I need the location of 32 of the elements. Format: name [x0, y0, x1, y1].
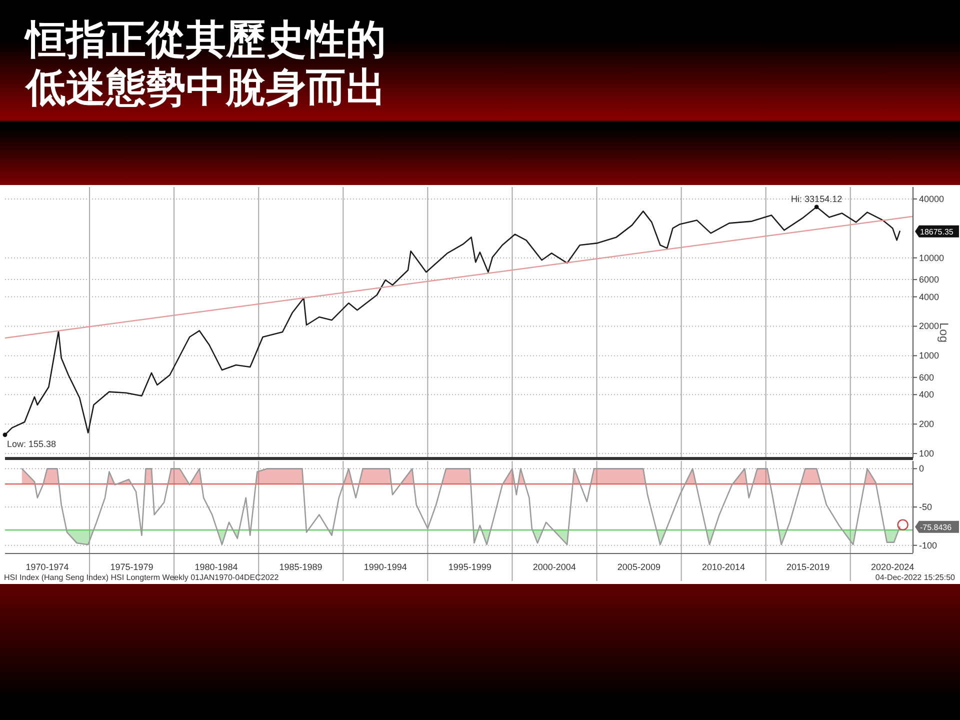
y-tick-label: 10000	[919, 252, 944, 263]
x-tick-label: 1975-1979	[110, 562, 154, 572]
y-tick-label: -100	[919, 540, 938, 550]
annotation: -75.8436	[920, 522, 952, 532]
annotation: Low: 155.38	[7, 438, 56, 449]
text: HSI Index (Hang Seng Index) HSI Longterm Weekly 01JAN1970-04DEC2022	[4, 573, 280, 582]
x-tick-label: 2005-2009	[617, 562, 660, 572]
annotation: Hi: 33154.12	[791, 194, 842, 204]
y-tick-label: 1000	[919, 350, 940, 361]
x-tick-label: 2020-2024	[871, 562, 914, 572]
x-tick-label: 1990-1994	[364, 562, 407, 572]
y-tick-label: 6000	[919, 274, 940, 285]
x-tick-label: 2015-2019	[786, 562, 830, 572]
x-tick-label: 1970-1974	[26, 562, 69, 572]
y-tick-label: 0	[919, 464, 924, 474]
annotation: 18675.35	[920, 227, 954, 236]
y-tick-label: 600	[919, 372, 934, 382]
y-tick-label: 200	[919, 419, 934, 430]
y-tick-label: 40000	[919, 194, 944, 204]
y-tick-label: 100	[919, 448, 934, 459]
x-tick-label: 2010-2014	[702, 562, 746, 572]
x-tick-label: 1995-1999	[448, 562, 492, 572]
x-tick-label: 2000-2004	[532, 562, 576, 572]
x-tick-label: 1985-1989	[279, 562, 322, 572]
x-tick-label: 1980-1984	[194, 562, 238, 572]
y-tick-label: -50	[919, 502, 932, 512]
text: 04-Dec-2022 15:25:50	[875, 573, 956, 582]
chart-title: 恒指正從其歷史性的低迷態勢中脫身而出	[26, 17, 387, 112]
y-tick-label: 2000	[919, 321, 940, 332]
y-tick-label: 400	[919, 390, 934, 400]
y-axis-title: Log	[937, 322, 951, 343]
y-tick-label: 4000	[919, 292, 940, 302]
